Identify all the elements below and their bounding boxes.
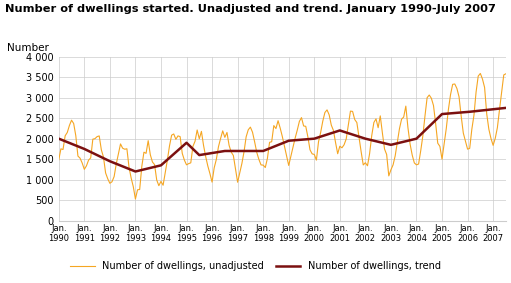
Number of dwellings, unadjusted xyxy=(477,72,483,75)
Text: Number of dwellings started. Unadjusted and trend. January 1990-July 2007: Number of dwellings started. Unadjusted … xyxy=(5,4,496,14)
Number of dwellings, unadjusted xyxy=(254,151,260,154)
Number of dwellings, unadjusted xyxy=(462,139,469,143)
Number of dwellings, trend xyxy=(190,147,196,151)
Line: Number of dwellings, unadjusted: Number of dwellings, unadjusted xyxy=(59,74,506,199)
Number of dwellings, trend xyxy=(462,110,469,114)
Number of dwellings, unadjusted xyxy=(366,152,373,155)
Number of dwellings, unadjusted xyxy=(503,72,509,76)
Number of dwellings, trend xyxy=(366,138,373,142)
Number of dwellings, trend xyxy=(68,142,75,145)
Number of dwellings, trend xyxy=(503,106,509,110)
Line: Number of dwellings, trend: Number of dwellings, trend xyxy=(59,108,506,171)
Number of dwellings, unadjusted xyxy=(68,119,75,122)
Number of dwellings, unadjusted xyxy=(230,154,237,157)
Number of dwellings, unadjusted xyxy=(190,145,196,148)
Number of dwellings, unadjusted xyxy=(132,197,138,201)
Text: Number: Number xyxy=(7,43,49,53)
Legend: Number of dwellings, unadjusted, Number of dwellings, trend: Number of dwellings, unadjusted, Number … xyxy=(66,258,445,275)
Number of dwellings, trend xyxy=(230,149,237,153)
Number of dwellings, unadjusted xyxy=(56,158,62,162)
Number of dwellings, trend xyxy=(254,149,260,153)
Number of dwellings, trend xyxy=(132,170,138,173)
Number of dwellings, trend xyxy=(56,137,62,140)
